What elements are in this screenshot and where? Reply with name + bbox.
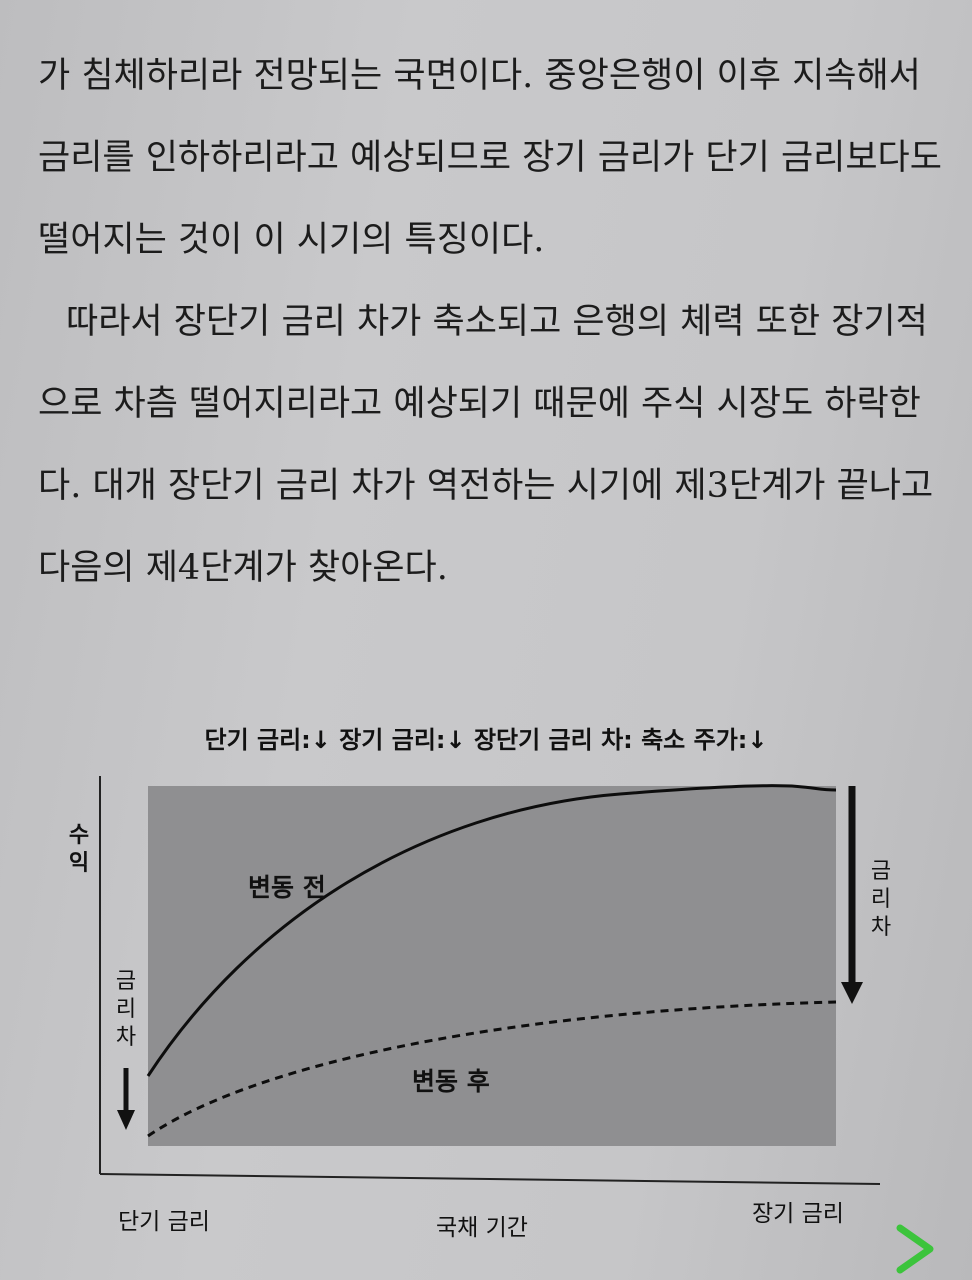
chevron-right-icon[interactable] bbox=[892, 1222, 938, 1276]
curve-after-label: 변동 후 bbox=[412, 1067, 490, 1096]
plot-area bbox=[148, 786, 836, 1146]
right-gap-label: 금리차 bbox=[870, 859, 892, 940]
text-line: 금리를 인하하리라고 예상되므로 장기 금리가 단기 금리보다도 bbox=[38, 138, 942, 178]
y-axis-label: 수익 bbox=[68, 823, 90, 876]
figure-graphic bbox=[99, 776, 881, 1185]
left-gap-label: 금리차 bbox=[115, 969, 137, 1050]
text-line: 다. 대개 장단기 금리 차가 역전하는 시기에 제3단계가 끝나고 bbox=[38, 466, 934, 506]
text-line: 가 침체하리라 전망되는 국면이다. 중앙은행이 이후 지속해서 bbox=[38, 56, 921, 96]
text-line: 떨어지는 것이 이 시기의 특징이다. bbox=[38, 220, 545, 260]
curve-before-label: 변동 전 bbox=[248, 873, 326, 902]
text-line: 따라서 장단기 금리 차가 축소되고 은행의 체력 또한 장기적 bbox=[66, 302, 928, 342]
left-down-arrow-icon bbox=[117, 1068, 135, 1130]
curve-after bbox=[147, 1000, 837, 1138]
curve-before bbox=[146, 784, 837, 1077]
text-line: 다음의 제4단계가 찾아온다. bbox=[38, 548, 448, 588]
figure-caption: 단기 금리:↓ 장기 금리:↓ 장단기 금리 차: 축소 주가:↓ bbox=[204, 726, 768, 754]
yield-curve-figure: 단기 금리:↓ 장기 금리:↓ 장단기 금리 차: 축소 주가:↓ 수익 금리차… bbox=[0, 690, 972, 1280]
body-text: 가 침체하리라 전망되는 국면이다. 중앙은행이 이후 지속해서 금리를 인하하… bbox=[38, 56, 950, 630]
x-center-label: 국채 기간 bbox=[436, 1215, 528, 1241]
right-down-arrow-icon bbox=[841, 786, 863, 1004]
text-line: 으로 차츰 떨어지리라고 예상되기 때문에 주식 시장도 하락한 bbox=[38, 384, 921, 424]
x-axis bbox=[99, 1173, 881, 1185]
x-left-label: 단기 금리 bbox=[118, 1209, 210, 1235]
x-right-label: 장기 금리 bbox=[752, 1201, 844, 1227]
